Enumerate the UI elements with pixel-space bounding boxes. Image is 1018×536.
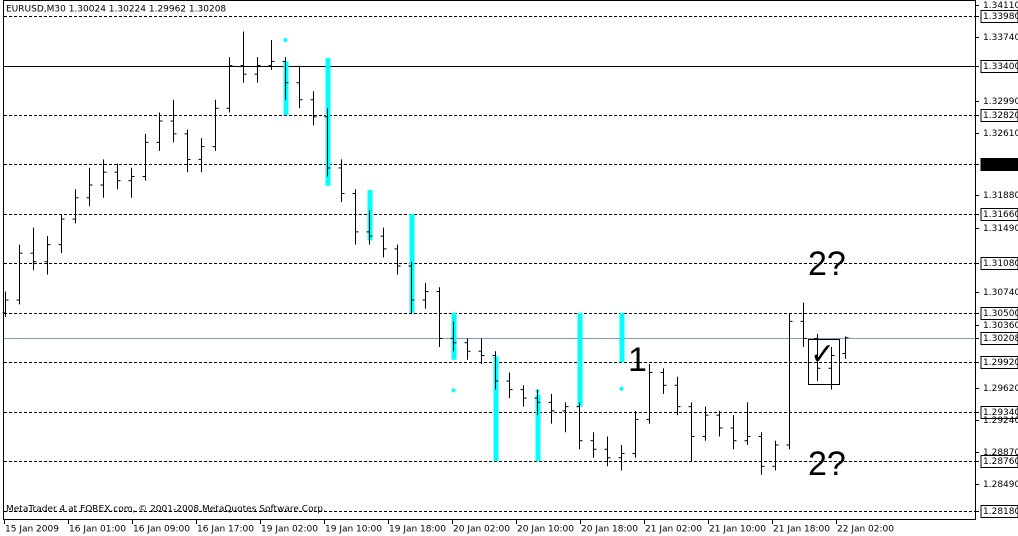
y-tick-label: 1.28180 xyxy=(983,507,1018,517)
x-tick-label: 16 Jan 09:00 xyxy=(133,525,190,535)
y-tick-label: 1.33980 xyxy=(983,12,1018,22)
level-label-box xyxy=(980,109,1018,122)
level-label-box xyxy=(980,257,1018,270)
y-tick-label: 1.31660 xyxy=(983,210,1018,220)
level-label-box xyxy=(980,60,1018,73)
y-tick-label: 1.28870 xyxy=(983,448,1018,458)
level-label-box xyxy=(980,307,1018,320)
level-label-box xyxy=(980,505,1018,518)
y-tick-label: 1.30360 xyxy=(983,321,1018,331)
x-tick-label: 15 Jan 2009 xyxy=(5,525,59,535)
y-tick-label: 1.33740 xyxy=(983,33,1018,43)
x-tick-label: 19 Jan 10:00 xyxy=(325,525,382,535)
signal-bar xyxy=(535,394,541,462)
signal-bar xyxy=(619,312,625,363)
level-label-box xyxy=(980,455,1018,468)
y-tick-label: 1.30208 xyxy=(983,334,1018,344)
x-tick-label: 19 Jan 02:00 xyxy=(261,525,318,535)
plot-frame xyxy=(3,0,976,520)
x-tick-label: 19 Jan 18:00 xyxy=(389,525,446,535)
level-label-box xyxy=(980,406,1018,419)
y-tick-label: 1.31490 xyxy=(983,224,1018,234)
annotation: ✓ xyxy=(810,338,835,371)
y-tick-label: 1.31080 xyxy=(983,259,1018,269)
x-tick-label: 21 Jan 10:00 xyxy=(709,525,766,535)
x-tick-label: 22 Jan 02:00 xyxy=(837,525,894,535)
y-tick-label: 1.29920 xyxy=(983,358,1018,368)
annotation: 2? xyxy=(808,445,846,483)
y-tick-label: 1.34110 xyxy=(983,1,1018,11)
y-tick-label: 1.32610 xyxy=(983,129,1018,139)
x-tick-label: 21 Jan 18:00 xyxy=(773,525,830,535)
x-tick-label: 21 Jan 02:00 xyxy=(645,525,702,535)
y-tick-label: 1.31880 xyxy=(983,191,1018,201)
y-tick-label: 1.28760 xyxy=(983,457,1018,467)
y-tick-label: 1.30740 xyxy=(983,288,1018,298)
annotation: 1 xyxy=(628,341,647,379)
y-tick-label: 1.28490 xyxy=(983,480,1018,490)
y-tick-label: 1.33400 xyxy=(983,62,1018,72)
level-label-box xyxy=(980,332,1018,345)
level-label-box xyxy=(980,158,1018,171)
signal-bar xyxy=(493,356,499,462)
signal-dot xyxy=(451,388,456,393)
level-label-box xyxy=(980,10,1018,23)
y-tick-label: 1.29240 xyxy=(983,416,1018,426)
y-tick-label: 1.29620 xyxy=(983,384,1018,394)
level-label-box xyxy=(980,356,1018,369)
y-tick-label: 1.30500 xyxy=(983,309,1018,319)
x-tick-label: 20 Jan 02:00 xyxy=(453,525,510,535)
x-tick-label: 16 Jan 17:00 xyxy=(197,525,254,535)
x-tick-label: 20 Jan 18:00 xyxy=(581,525,638,535)
signal-dot xyxy=(619,386,624,391)
x-tick-label: 20 Jan 10:00 xyxy=(517,525,574,535)
signal-dot xyxy=(283,38,288,43)
y-tick-label: 1.32990 xyxy=(983,97,1018,107)
y-tick-label: 1.29340 xyxy=(983,408,1018,418)
footer: MetaTrader 4 at FOREX.com, © 2001-2008 M… xyxy=(6,505,326,515)
signal-bar xyxy=(577,312,583,407)
y-tick-label: 1.32820 xyxy=(983,111,1018,121)
x-tick-label: 16 Jan 01:00 xyxy=(69,525,126,535)
level-label-box xyxy=(980,208,1018,221)
chart-title: EURUSD,M30 1.30024 1.30224 1.29962 1.302… xyxy=(6,5,226,15)
